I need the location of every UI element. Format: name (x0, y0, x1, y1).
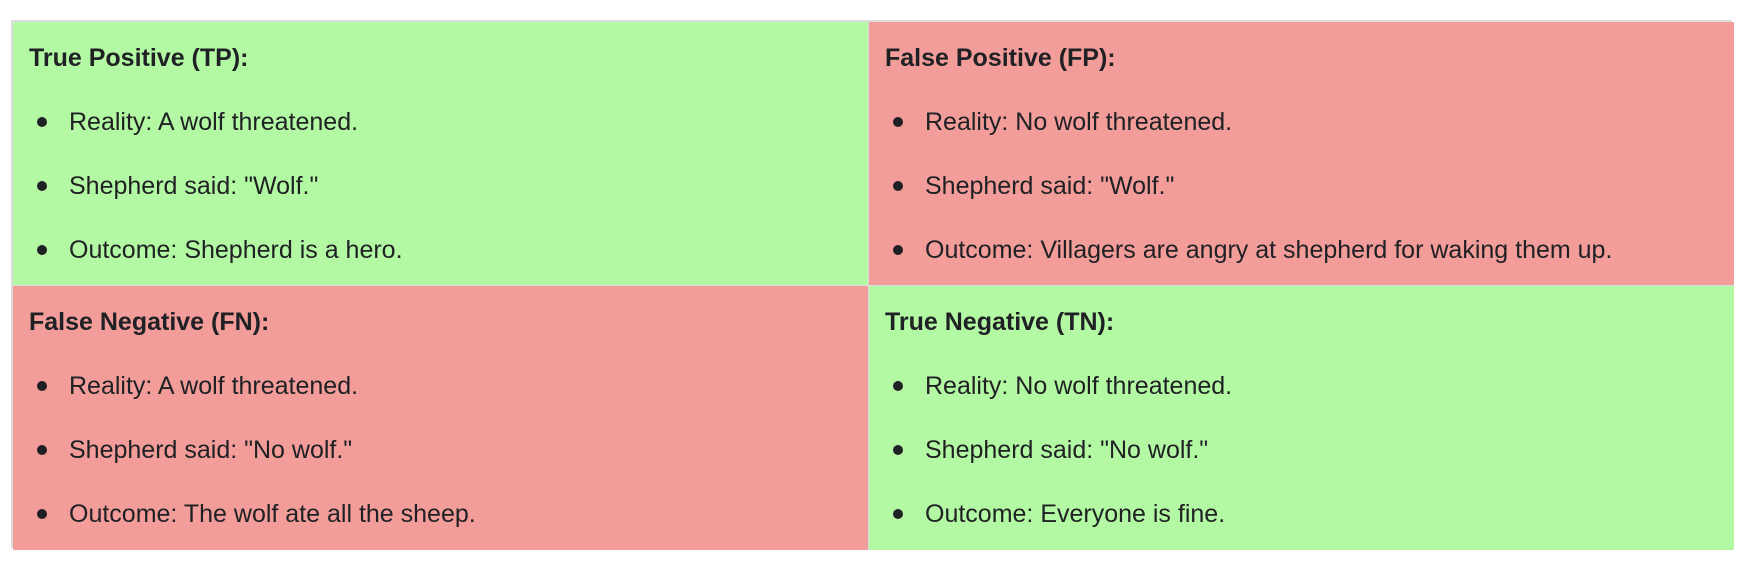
list-item-text: Reality: No wolf threatened. (925, 108, 1233, 136)
list-item: Reality: No wolf threatened. (885, 104, 1718, 140)
cell-true-positive: True Positive (TP): Reality: A wolf thre… (13, 22, 869, 286)
list-item: Shepherd said: "No wolf." (885, 432, 1718, 468)
list-item-text: Outcome: Everyone is fine. (925, 500, 1226, 528)
list-item: Shepherd said: "Wolf." (885, 168, 1718, 204)
bullet-icon (893, 181, 903, 191)
bullet-icon (893, 117, 903, 127)
list-item: Outcome: The wolf ate all the sheep. (29, 496, 852, 532)
list-item: Outcome: Shepherd is a hero. (29, 232, 852, 268)
bullet-icon (37, 117, 47, 127)
cell-true-negative: True Negative (TN): Reality: No wolf thr… (869, 286, 1734, 550)
list-item-text: Reality: A wolf threatened. (69, 108, 359, 136)
cell-false-negative: False Negative (FN): Reality: A wolf thr… (13, 286, 869, 550)
cell-title: True Negative (TN): (885, 308, 1115, 336)
cell-bullet-list: Reality: No wolf threatened. Shepherd sa… (885, 104, 1718, 268)
bullet-icon (893, 509, 903, 519)
bullet-icon (893, 245, 903, 255)
cell-title: False Positive (FP): (885, 44, 1116, 72)
cell-bullet-list: Reality: A wolf threatened. Shepherd sai… (29, 368, 852, 532)
list-item: Reality: A wolf threatened. (29, 104, 852, 140)
list-item-text: Shepherd said: "No wolf." (925, 436, 1209, 464)
list-item-text: Outcome: Shepherd is a hero. (69, 236, 403, 264)
bullet-icon (37, 509, 47, 519)
bullet-icon (37, 381, 47, 391)
bullet-icon (37, 445, 47, 455)
cell-false-positive: False Positive (FP): Reality: No wolf th… (869, 22, 1734, 286)
list-item-text: Shepherd said: "Wolf." (69, 172, 319, 200)
bullet-icon (37, 181, 47, 191)
list-item: Shepherd said: "No wolf." (29, 432, 852, 468)
list-item: Outcome: Villagers are angry at shepherd… (885, 232, 1718, 268)
list-item-text: Outcome: Villagers are angry at shepherd… (925, 236, 1613, 264)
confusion-matrix-table: True Positive (TP): Reality: A wolf thre… (11, 20, 1734, 550)
bullet-icon (37, 245, 47, 255)
list-item: Shepherd said: "Wolf." (29, 168, 852, 204)
cell-bullet-list: Reality: No wolf threatened. Shepherd sa… (885, 368, 1718, 532)
cell-title: False Negative (FN): (29, 308, 270, 336)
cell-title: True Positive (TP): (29, 44, 249, 72)
list-item-text: Outcome: The wolf ate all the sheep. (69, 500, 476, 528)
bullet-icon (893, 381, 903, 391)
list-item: Reality: A wolf threatened. (29, 368, 852, 404)
list-item-text: Reality: No wolf threatened. (925, 372, 1233, 400)
list-item-text: Shepherd said: "No wolf." (69, 436, 353, 464)
list-item: Outcome: Everyone is fine. (885, 496, 1718, 532)
cell-bullet-list: Reality: A wolf threatened. Shepherd sai… (29, 104, 852, 268)
bullet-icon (893, 445, 903, 455)
list-item: Reality: No wolf threatened. (885, 368, 1718, 404)
list-item-text: Shepherd said: "Wolf." (925, 172, 1175, 200)
list-item-text: Reality: A wolf threatened. (69, 372, 359, 400)
